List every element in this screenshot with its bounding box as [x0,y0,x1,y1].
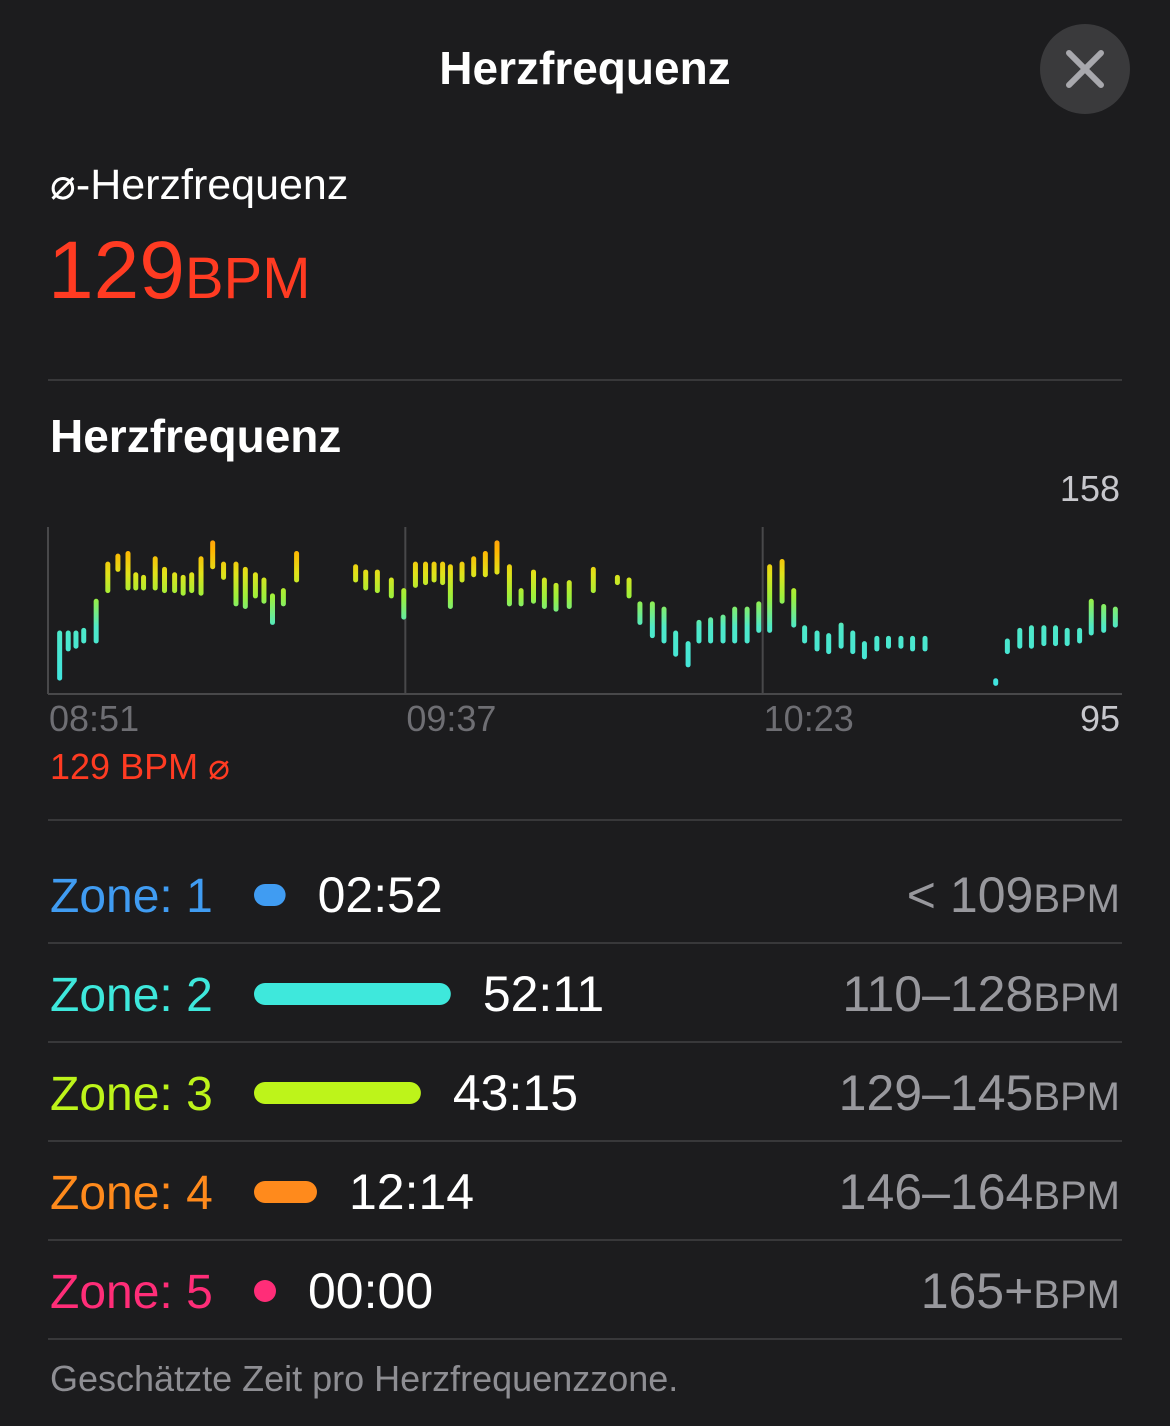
close-icon[interactable] [1066,50,1104,88]
zone-range-value: < 109 [907,867,1034,923]
average-label: ⌀-Herzfrequenz [50,161,348,209]
zone-range-unit: BPM [1033,976,1120,1020]
zone-range-unit: BPM [1033,1075,1120,1119]
zone-name: Zone: 1 [50,870,213,923]
zone-name: Zone: 4 [50,1167,213,1220]
zone-range-value: 129–145 [839,1065,1034,1121]
zone-range-unit: BPM [1033,1174,1120,1218]
zone-name: Zone: 3 [50,1068,213,1121]
zone-time: 52:11 [483,966,604,1022]
average-value: 129BPM [48,225,311,316]
chart-average-label: 129 BPM ⌀ [50,746,230,787]
zone-bar [254,884,286,906]
zone-time: 00:00 [308,1263,433,1319]
close-button[interactable] [1040,24,1130,114]
zone-time: 43:15 [453,1065,578,1121]
zone-range-value: 110–128 [842,966,1033,1022]
zone-range: 146–164BPM [839,1164,1120,1220]
zone-bar [254,1181,317,1203]
average-number: 129 [48,225,185,316]
y-tick-label: 158 [1060,468,1120,509]
zone-range-unit: BPM [1033,877,1120,921]
x-tick-label: 08:51 [49,698,139,739]
zone-range-value: 165+ [921,1263,1034,1319]
header-title: Herzfrequenz [439,42,730,94]
zone-range: 129–145BPM [839,1065,1120,1121]
zone-name: Zone: 2 [50,969,213,1022]
y-tick-label: 95 [1080,698,1120,739]
zone-name: Zone: 5 [50,1266,213,1319]
zone-range: 110–128BPM [842,966,1120,1022]
zone-range-value: 146–164 [839,1164,1034,1220]
zone-range: < 109BPM [907,867,1120,923]
zone-time: 12:14 [349,1164,474,1220]
zone-bar [254,1082,421,1104]
zone-bar [254,1280,276,1302]
zone-bar [254,983,451,1005]
section-title: Herzfrequenz [50,410,341,462]
heart-rate-chart: 08:51 09:37 10:23 95 158 [47,468,1122,739]
x-tick-label: 10:23 [764,698,854,739]
x-tick-label: 09:37 [406,698,496,739]
zone-range-unit: BPM [1033,1273,1120,1317]
zone-time: 02:52 [318,867,443,923]
footnote: Geschätzte Zeit pro Herzfrequenzzone. [50,1358,678,1399]
average-unit: BPM [185,246,311,311]
zone-range: 165+BPM [921,1263,1120,1319]
